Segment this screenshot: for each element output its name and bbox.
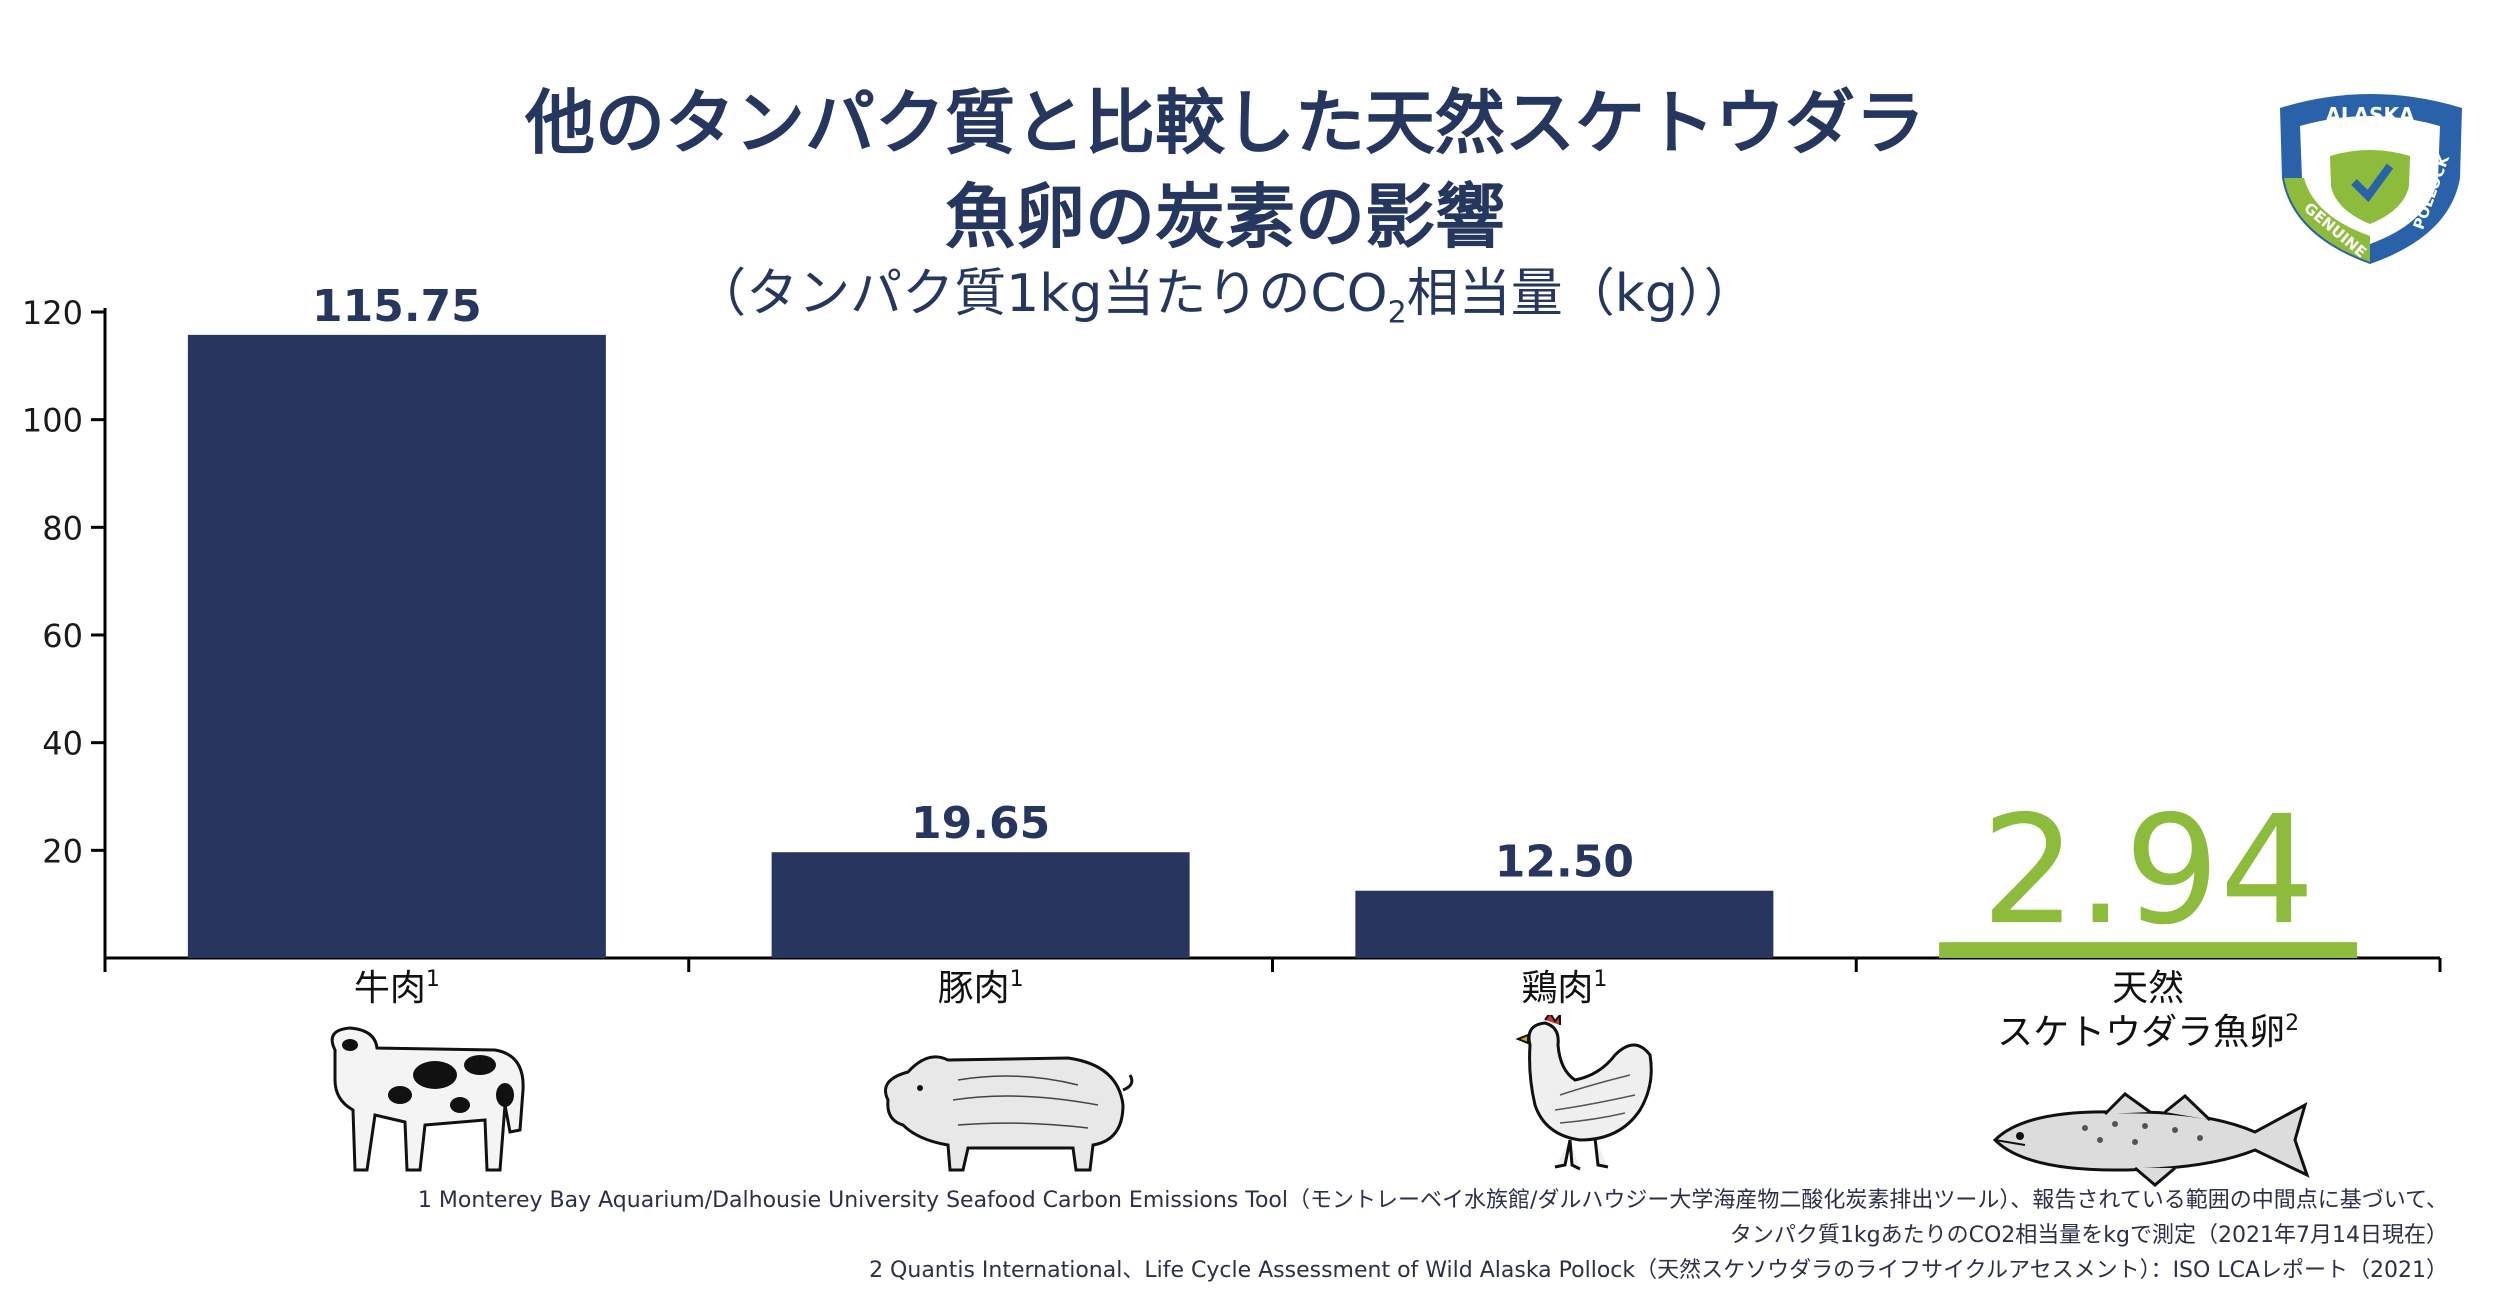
bar — [1355, 890, 1774, 958]
pollock-fish-icon — [1992, 1092, 2310, 1187]
chicken-icon — [1515, 1015, 1653, 1171]
x-tick-superscript: 1 — [1593, 967, 1607, 992]
x-tick-label: 豚肉1 — [938, 967, 1024, 1009]
y-tick-label: 20 — [42, 832, 83, 870]
subtitle-subscript: 2 — [1387, 295, 1407, 331]
y-tick-label: 60 — [42, 617, 83, 655]
y-tick-label: 80 — [42, 509, 83, 547]
chart-title-line1: 他のタンパク質と比較した天然スケトウダラ — [525, 82, 1925, 164]
footnote-1-cont: タンパク質1kgあたりのCO2相当量をkgで測定（2021年7月14日現在） — [1729, 1223, 2448, 1248]
x-tick-superscript: 2 — [2285, 1011, 2299, 1036]
subtitle-pre: （タンパク質1kg当たりのCO — [694, 264, 1388, 324]
x-tick-superscript: 1 — [426, 967, 440, 992]
y-tick-label: 120 — [22, 294, 83, 332]
subtitle-post: 相当量（kg）） — [1406, 264, 1756, 324]
data-label: 19.65 — [911, 798, 1050, 849]
data-label: 12.50 — [1495, 837, 1634, 888]
bar — [771, 852, 1190, 958]
x-tick-label: 天然 — [2112, 968, 2184, 1009]
pig-icon — [884, 1055, 1134, 1172]
data-label: 115.75 — [312, 281, 482, 332]
footnote-1: 1 Monterey Bay Aquarium/Dalhousie Univer… — [417, 1188, 2448, 1213]
logo-text-top: ALASKA — [2325, 103, 2415, 127]
alaska-pollock-logo: ALASKA POLLOCK GENUINE — [2280, 94, 2462, 264]
data-label: 2.94 — [1981, 784, 2315, 958]
y-tick-label: 100 — [22, 402, 83, 440]
x-tick-label: スケトウダラ魚卵2 — [1997, 1011, 2299, 1053]
bar — [187, 334, 606, 959]
cow-icon — [330, 1026, 525, 1172]
footnote-2: 2 Quantis International、Life Cycle Asses… — [869, 1258, 2448, 1283]
bar — [1939, 942, 2358, 958]
chart-title-line2: 魚卵の炭素の影響 — [945, 176, 1505, 258]
x-tick-label: 鶏肉1 — [1521, 967, 1607, 1009]
x-tick-superscript: 1 — [1010, 967, 1024, 992]
chart-subtitle: （タンパク質1kg当たりのCO2相当量（kg）） — [300, 268, 2150, 328]
x-tick-label: 牛肉1 — [354, 967, 440, 1009]
y-tick-label: 40 — [42, 725, 83, 763]
